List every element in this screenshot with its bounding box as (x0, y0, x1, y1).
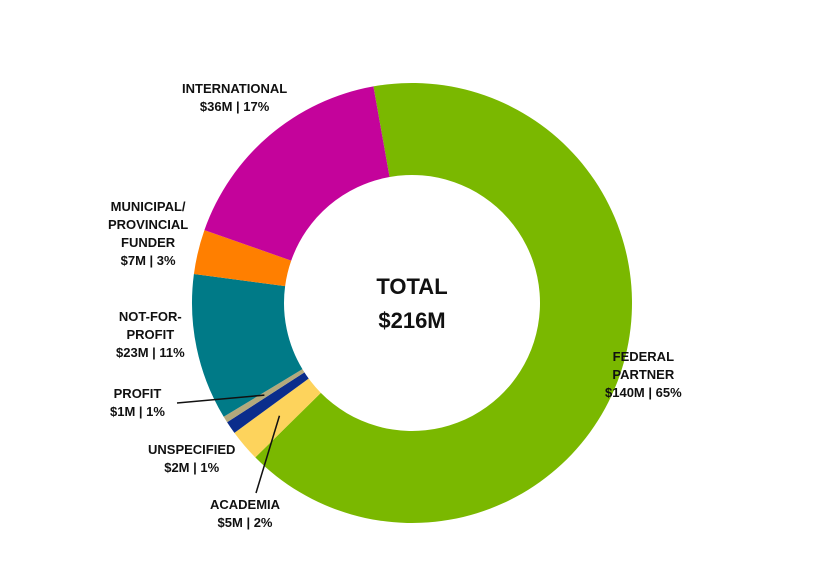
label-line: UNSPECIFIED (148, 442, 236, 457)
label-line: FEDERAL (612, 349, 675, 364)
label-line: PROFIT (113, 386, 162, 401)
slice-academia (234, 378, 321, 458)
label-line: MUNICIPAL/ (110, 199, 186, 214)
slice-international (204, 86, 390, 261)
slice-federal-partner (255, 83, 632, 523)
label-value: $1M | 1% (110, 404, 165, 419)
label-value: $5M | 2% (217, 515, 273, 530)
label-federal-partner: FEDERAL PARTNER $140M | 65% (605, 348, 682, 402)
label-line: INTERNATIONAL (182, 81, 288, 96)
leader-line-profit (176, 394, 265, 404)
label-academia: ACADEMIA $5M | 2% (210, 496, 280, 532)
total-title: TOTAL (376, 274, 448, 299)
label-value: $23M | 11% (116, 345, 185, 360)
label-line: NOT-FOR- (118, 309, 182, 324)
label-value: $140M | 65% (605, 385, 682, 400)
label-value: $7M | 3% (120, 253, 176, 268)
label-line: PROFIT (126, 327, 175, 342)
leader-line-academia (255, 415, 281, 494)
label-line: ACADEMIA (210, 497, 281, 512)
slice-not-for-profit (192, 274, 303, 417)
slice-unspecified (227, 372, 309, 433)
label-line: PARTNER (612, 367, 675, 382)
label-municipal-provincial: MUNICIPAL/ PROVINCIAL FUNDER $7M | 3% (108, 198, 188, 270)
label-international: INTERNATIONAL $36M | 17% (182, 80, 287, 116)
label-profit: PROFIT $1M | 1% (110, 385, 165, 421)
slice-municipal-provincial-funder (193, 230, 292, 287)
label-not-for-profit: NOT-FOR- PROFIT $23M | 11% (116, 308, 185, 362)
total-value: $216M (378, 308, 446, 333)
center-total: TOTAL $216M (312, 270, 512, 338)
label-value: $36M | 17% (199, 99, 270, 114)
label-line: PROVINCIAL (108, 217, 189, 232)
label-value: $2M | 1% (164, 460, 220, 475)
label-line: FUNDER (121, 235, 176, 250)
label-unspecified: UNSPECIFIED $2M | 1% (148, 441, 235, 477)
